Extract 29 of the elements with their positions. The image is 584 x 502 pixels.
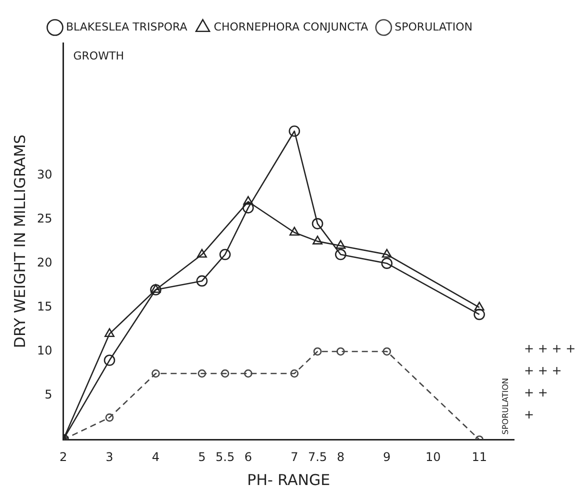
text: + (524, 408, 534, 422)
y-tick-label: 30 (36, 167, 52, 182)
y2-axis-title: SPORULATION (501, 378, 510, 435)
x-tick-label: 2 (59, 450, 68, 464)
x-axis-title: PH- RANGE (247, 470, 330, 489)
x-tick-label: 3 (106, 450, 114, 464)
x-tick-label: 4 (152, 450, 160, 464)
text: + + + + (524, 342, 576, 356)
y-axis-title: DRY WEIGHT IN MILLIGRAMS (10, 134, 29, 348)
x-tick-label: 10 (425, 450, 441, 464)
x-tick-label: 5.5 (216, 450, 235, 464)
x-tick-label: 6 (244, 450, 252, 464)
annotation: GROWTH (73, 49, 124, 62)
x-tick-label: 9 (383, 450, 391, 464)
legend-label: SPORULATION (394, 20, 473, 34)
y-tick-label: 10 (36, 344, 52, 358)
text: + + (524, 386, 548, 400)
legend-label: CHORNEPHORA CONJUNCTA (214, 20, 369, 34)
x-tick-label: 7 (290, 450, 298, 464)
y-tick-label: 5 (44, 388, 52, 402)
text: + + + (524, 364, 562, 378)
x-tick-label: 5 (198, 450, 206, 464)
y-tick-label: 25 (36, 211, 52, 226)
x-tick-label: 11 (472, 450, 487, 464)
y-tick-label: 15 (36, 300, 52, 314)
y-tick-label: 20 (36, 255, 52, 270)
x-tick-label: 7.5 (308, 450, 328, 464)
legend-label: BLAKESLEA TRISPORA (66, 20, 188, 34)
x-tick-label: 8 (336, 450, 344, 464)
